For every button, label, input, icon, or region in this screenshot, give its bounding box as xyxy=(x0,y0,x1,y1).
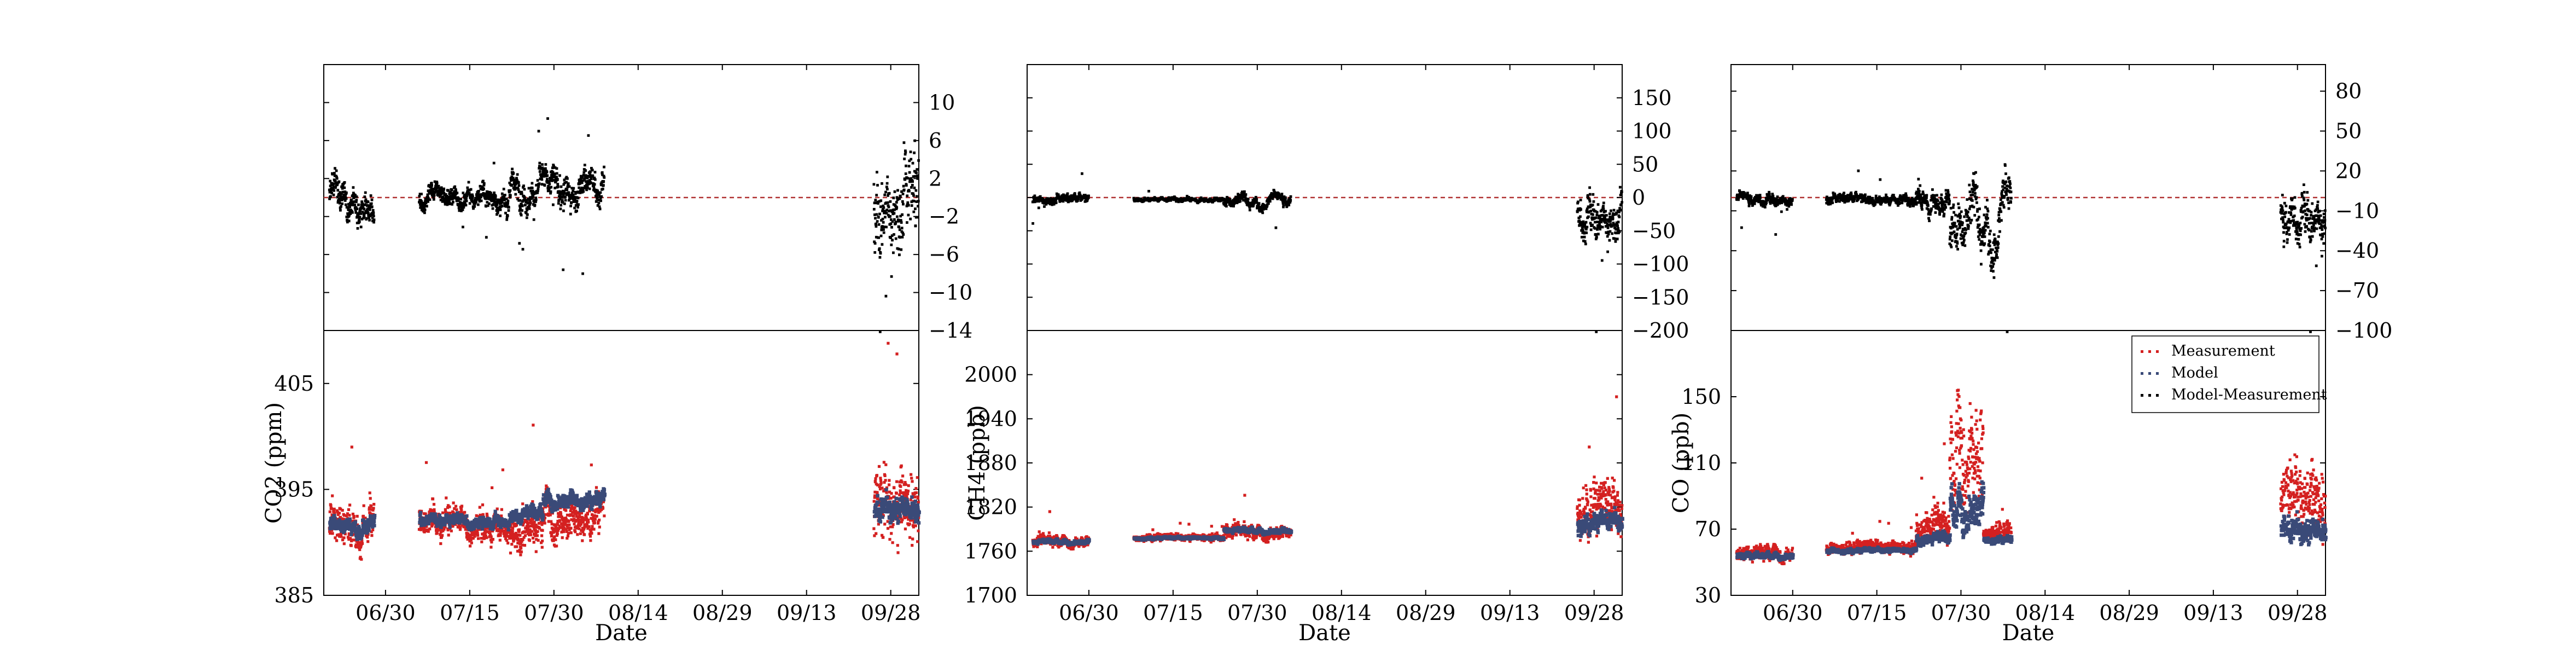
co-difference-ytick-label: −10 xyxy=(2335,199,2379,223)
legend-entry: Model-Measurement xyxy=(2171,386,2327,403)
legend: Measurement Model Model-Measurement xyxy=(2131,335,2327,413)
ch4-difference-ytick-label: 50 xyxy=(1632,152,1658,176)
co-xtick-label: 08/14 xyxy=(2015,601,2076,625)
co2-model-points xyxy=(328,487,921,541)
legend-marker xyxy=(2148,394,2151,397)
ch4-difference-ytick-label: 150 xyxy=(1632,86,1672,110)
ch4-model-minus-measurement-points xyxy=(1031,172,1623,333)
co-chart-group: −100 −70 −40 −10 20 50 80 30 70 110 150 06/30 07/15 0… xyxy=(1669,64,2392,646)
co2-xtick-label: 09/13 xyxy=(777,601,837,625)
co2-xtick-label: 07/15 xyxy=(440,601,500,625)
ch4-ytick-label: 1940 xyxy=(964,407,1017,431)
legend-box xyxy=(2131,335,2319,413)
co2-concentration-frame xyxy=(323,330,919,596)
co-xtick-label: 09/28 xyxy=(2268,601,2328,625)
ch4-ytick-label: 2000 xyxy=(964,363,1017,387)
ch4-difference-ytick-label: −150 xyxy=(1632,285,1689,309)
ch4-difference-ytick-label: −50 xyxy=(1632,219,1676,243)
co-xtick-label: 06/30 xyxy=(1763,601,1823,625)
legend-marker xyxy=(2141,394,2143,397)
co2-difference-ytick-label: 6 xyxy=(929,129,942,153)
co-difference-ytick-label: 50 xyxy=(2335,119,2362,143)
ch4-xtick-label: 08/29 xyxy=(1396,601,1456,625)
legend-entry: Measurement xyxy=(2171,343,2275,360)
ch4-xtick-label: 06/30 xyxy=(1059,601,1119,625)
legend-marker xyxy=(2156,350,2159,353)
co2-ytick-label: 395 xyxy=(274,477,314,501)
co2-xtick-label: 06/30 xyxy=(355,601,416,625)
co-difference-ytick-label: 80 xyxy=(2335,79,2362,103)
legend-marker xyxy=(2141,350,2143,353)
co2-difference-ytick-label: 2 xyxy=(929,166,942,190)
ch4-xtick-label: 09/28 xyxy=(1564,601,1624,625)
ch4-y-axis-label: CH4 (ppb) xyxy=(965,405,990,521)
legend-entry: Model xyxy=(2171,364,2218,381)
co2-measurement-points xyxy=(328,341,920,561)
co2-ytick-label: 385 xyxy=(274,583,314,607)
ch4-xtick-label: 09/13 xyxy=(1480,601,1540,625)
co-ytick-label: 110 xyxy=(1681,451,1721,475)
ch4-difference-ytick-label: −200 xyxy=(1632,318,1689,343)
co2-xtick-label: 08/29 xyxy=(692,601,753,625)
co2-difference-ytick-label: −6 xyxy=(929,242,959,266)
co-model-points xyxy=(1735,480,2328,562)
co2-difference-ytick-label: 10 xyxy=(929,90,955,114)
co-ytick-label: 70 xyxy=(1695,517,1721,541)
ch4-x-axis-label: Date xyxy=(1298,621,1351,646)
co-xtick-label: 09/13 xyxy=(2183,601,2243,625)
co2-difference-ytick-label: −10 xyxy=(929,281,972,305)
co-xtick-label: 07/30 xyxy=(1931,601,1991,625)
co-model-minus-measurement-points xyxy=(1735,163,2327,333)
legend-marker xyxy=(2156,372,2159,375)
co2-ytick-label: 405 xyxy=(274,372,314,396)
co2-chart-group: −14 −10 −6 −2 2 6 10 385 395 405 06/30 07/15 07/30 08… xyxy=(261,64,972,646)
co2-xtick-label: 08/14 xyxy=(608,601,668,625)
ch4-ytick-label: 1880 xyxy=(964,451,1017,475)
ch4-difference-ytick-label: 100 xyxy=(1632,119,1672,143)
ch4-xtick-label: 07/30 xyxy=(1227,601,1287,625)
legend-marker xyxy=(2148,350,2151,353)
ch4-ytick-label: 1760 xyxy=(964,539,1017,563)
co-difference-ytick-label: −40 xyxy=(2335,239,2379,263)
co-difference-ytick-label: 20 xyxy=(2335,159,2362,183)
co-xtick-label: 08/29 xyxy=(2099,601,2159,625)
ch4-measurement-points xyxy=(1031,395,1624,551)
co-x-axis-label: Date xyxy=(2002,621,2055,646)
co2-difference-ytick-label: −14 xyxy=(929,318,972,343)
ch4-xtick-label: 08/14 xyxy=(1312,601,1372,625)
ch4-model-points xyxy=(1031,506,1624,547)
co-y-axis-label: CO (ppb) xyxy=(1669,413,1694,513)
co-ytick-label: 30 xyxy=(1695,583,1721,607)
ch4-xtick-label: 07/15 xyxy=(1143,601,1203,625)
co-difference-ytick-label: −100 xyxy=(2335,318,2392,343)
legend-marker xyxy=(2141,372,2143,375)
co2-xtick-label: 07/30 xyxy=(524,601,584,625)
ch4-difference-ytick-label: −100 xyxy=(1632,252,1689,276)
co2-model-minus-measurement-points xyxy=(328,117,920,333)
ch4-chart-group: −200 −150 −100 −50 0 50 100 150 1700 1760 1820 1880… xyxy=(964,64,1689,646)
co2-xtick-label: 09/28 xyxy=(861,601,921,625)
co-difference-ytick-label: −70 xyxy=(2335,279,2379,303)
co2-y-axis-label: CO2 (ppm) xyxy=(261,402,287,524)
legend-marker xyxy=(2148,372,2151,375)
legend-marker xyxy=(2156,394,2159,397)
co2-x-axis-label: Date xyxy=(595,621,648,646)
co-ytick-label: 150 xyxy=(1681,385,1721,409)
ch4-ytick-label: 1700 xyxy=(964,583,1017,607)
ch4-concentration-frame xyxy=(1027,330,1623,596)
co-difference-frame xyxy=(1730,64,2326,331)
co-xtick-label: 07/15 xyxy=(1847,601,1907,625)
ch4-difference-ytick-label: 0 xyxy=(1632,185,1645,210)
ch4-ytick-label: 1820 xyxy=(964,495,1017,519)
co2-difference-ytick-label: −2 xyxy=(929,205,959,229)
